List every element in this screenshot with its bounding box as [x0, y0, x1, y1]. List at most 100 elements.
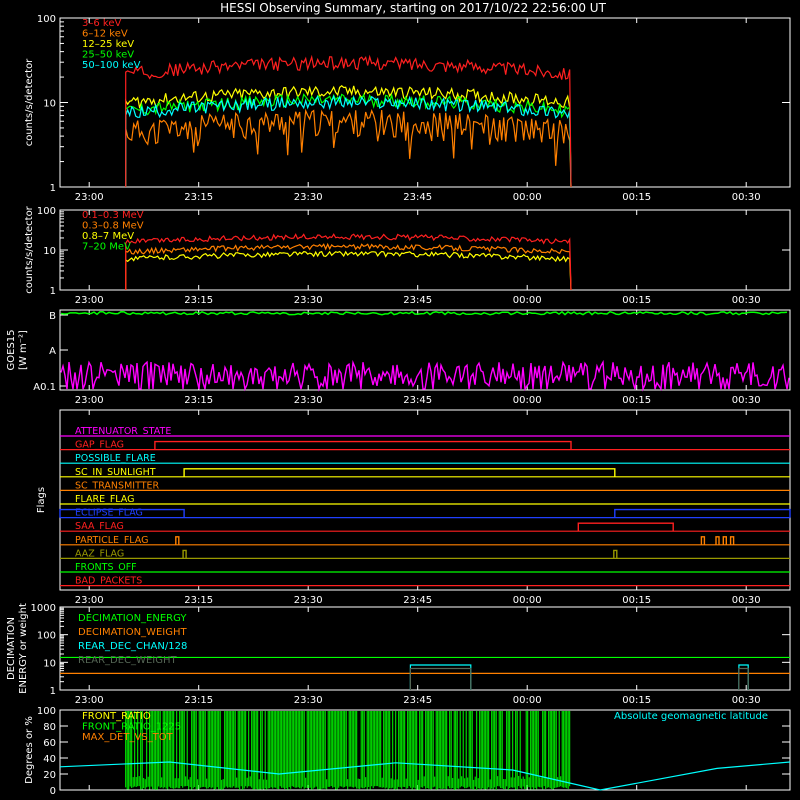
legend-entry: MAX_DET_VS_TOT	[82, 732, 174, 743]
legend-entry: 25–50 keV	[82, 50, 134, 61]
panel-flags	[59, 409, 791, 591]
flag-label: SAA_FLAG	[75, 521, 124, 532]
legend-entry: 0.1–0.3 MeV	[82, 210, 144, 221]
panel-high-energy	[59, 209, 791, 291]
y-tick-label: 100	[37, 14, 56, 25]
y-tick-label: 100	[37, 706, 56, 717]
flag-segment	[729, 536, 735, 545]
time-tick-label: 23:15	[184, 395, 213, 406]
y-axis-label: counts/s/detector	[24, 58, 35, 146]
goes-short-line	[60, 359, 790, 392]
legend-entry: DECIMATION_ENERGY	[78, 613, 187, 624]
time-tick-label: 23:30	[294, 295, 323, 306]
y-tick-label: 1	[50, 686, 56, 697]
time-tick-label: 23:45	[403, 395, 432, 406]
time-tick-label: 23:15	[184, 695, 213, 706]
flag-segment	[182, 549, 187, 559]
time-tick-label: 00:00	[513, 192, 542, 203]
legend-entry: DECIMATION_WEIGHT	[78, 627, 187, 638]
y-axis-label: GOES15	[6, 329, 17, 370]
flag-label: AAZ_FLAG	[75, 548, 124, 559]
time-tick-label: 00:15	[622, 395, 651, 406]
y-tick-label: 1	[50, 183, 56, 194]
time-tick-label: 00:15	[622, 192, 651, 203]
legend-entry: FRONT_RATIO_1225	[82, 722, 181, 733]
y-tick-label: 40	[43, 754, 56, 765]
legend-entry: 6–12 keV	[82, 29, 128, 40]
legend-entry: FRONT_RATIO	[82, 711, 151, 722]
y-axis-label-2: [W m⁻²]	[18, 330, 29, 370]
y-tick-label: 0	[50, 786, 56, 797]
legend-entry: 50–100 keV	[82, 60, 141, 71]
y-tick-label: A0.1	[33, 382, 56, 393]
time-tick-label: 00:30	[732, 192, 761, 203]
flag-segment	[175, 536, 180, 545]
flag-label: FLARE_FLAG	[75, 494, 135, 505]
y-tick-label: 100	[37, 206, 56, 217]
y-axis-label-2: ENERGY or weight	[18, 603, 29, 694]
time-tick-label: 00:30	[732, 395, 761, 406]
y-tick-label: 20	[43, 770, 56, 781]
flag-label: BAD_PACKETS	[75, 576, 142, 587]
y-tick-label: 80	[43, 722, 56, 733]
time-tick-label: 00:00	[513, 595, 542, 606]
flag-segment	[577, 522, 674, 532]
front-ratio-1225-line	[125, 711, 571, 790]
panel-ratios	[59, 709, 791, 791]
time-tick-label: 00:30	[732, 595, 761, 606]
time-tick-label: 23:30	[294, 595, 323, 606]
time-tick-label: 23:30	[294, 192, 323, 203]
flag-segment	[154, 440, 572, 450]
y-tick-label: 1000	[31, 603, 56, 614]
y-tick-label: 100	[37, 631, 56, 642]
time-tick-label: 23:45	[403, 295, 432, 306]
flag-segment	[183, 468, 616, 477]
time-tick-label: 23:15	[184, 295, 213, 306]
flag-label: SC_TRANSMITTER	[75, 480, 160, 491]
flag-label: POSSIBLE_FLARE	[75, 453, 156, 464]
time-tick-label: 23:30	[294, 695, 323, 706]
legend-entry: 3–6 keV	[82, 18, 121, 29]
time-tick-label: 00:00	[513, 695, 542, 706]
time-tick-label: 00:30	[732, 695, 761, 706]
legend-entry: Absolute geomagnetic latitude	[614, 711, 768, 722]
series-line	[125, 233, 572, 291]
time-tick-label: 23:15	[184, 595, 213, 606]
time-tick-label: 00:15	[622, 295, 651, 306]
series-line	[125, 242, 572, 291]
series-line	[125, 108, 572, 188]
y-tick-label: 10	[43, 658, 56, 669]
time-tick-label: 00:00	[513, 295, 542, 306]
y-axis-label: Degrees or %	[24, 716, 35, 784]
geomagnetic-latitude-line	[59, 761, 791, 791]
time-tick-label: 23:45	[403, 595, 432, 606]
time-tick-label: 00:00	[513, 395, 542, 406]
flag-segment	[614, 508, 791, 518]
y-axis-label: counts/s/detector	[24, 205, 35, 293]
flag-label: ATTENUATOR_STATE	[75, 426, 171, 437]
time-tick-label: 23:00	[75, 295, 104, 306]
legend-entry: 12–25 keV	[82, 39, 134, 50]
time-tick-label: 23:45	[403, 695, 432, 706]
flag-label: PARTICLE_FLAG	[75, 535, 148, 546]
time-tick-label: 23:45	[403, 192, 432, 203]
legend-entry: REAR_DEC_WEIGHT	[78, 655, 177, 666]
y-axis-label: DECIMATION	[6, 617, 17, 680]
flag-label: GAP_FLAG	[75, 440, 124, 451]
flag-segment	[715, 536, 720, 545]
legend-entry: REAR_DEC_CHAN/128	[78, 641, 187, 652]
series-line	[125, 94, 572, 188]
time-tick-label: 23:00	[75, 695, 104, 706]
time-tick-label: 23:00	[75, 395, 104, 406]
legend-entry: 0.8–7 MeV	[82, 231, 134, 242]
series-line	[125, 250, 572, 291]
panel-decimation	[59, 606, 791, 691]
time-tick-label: 00:15	[622, 595, 651, 606]
y-tick-label: 10	[43, 99, 56, 110]
flag-segment	[59, 508, 185, 518]
plot-title: HESSI Observing Summary, starting on 201…	[220, 1, 606, 15]
time-tick-label: 23:30	[294, 395, 323, 406]
flag-segment	[613, 549, 618, 559]
decimation-window	[409, 667, 472, 690]
